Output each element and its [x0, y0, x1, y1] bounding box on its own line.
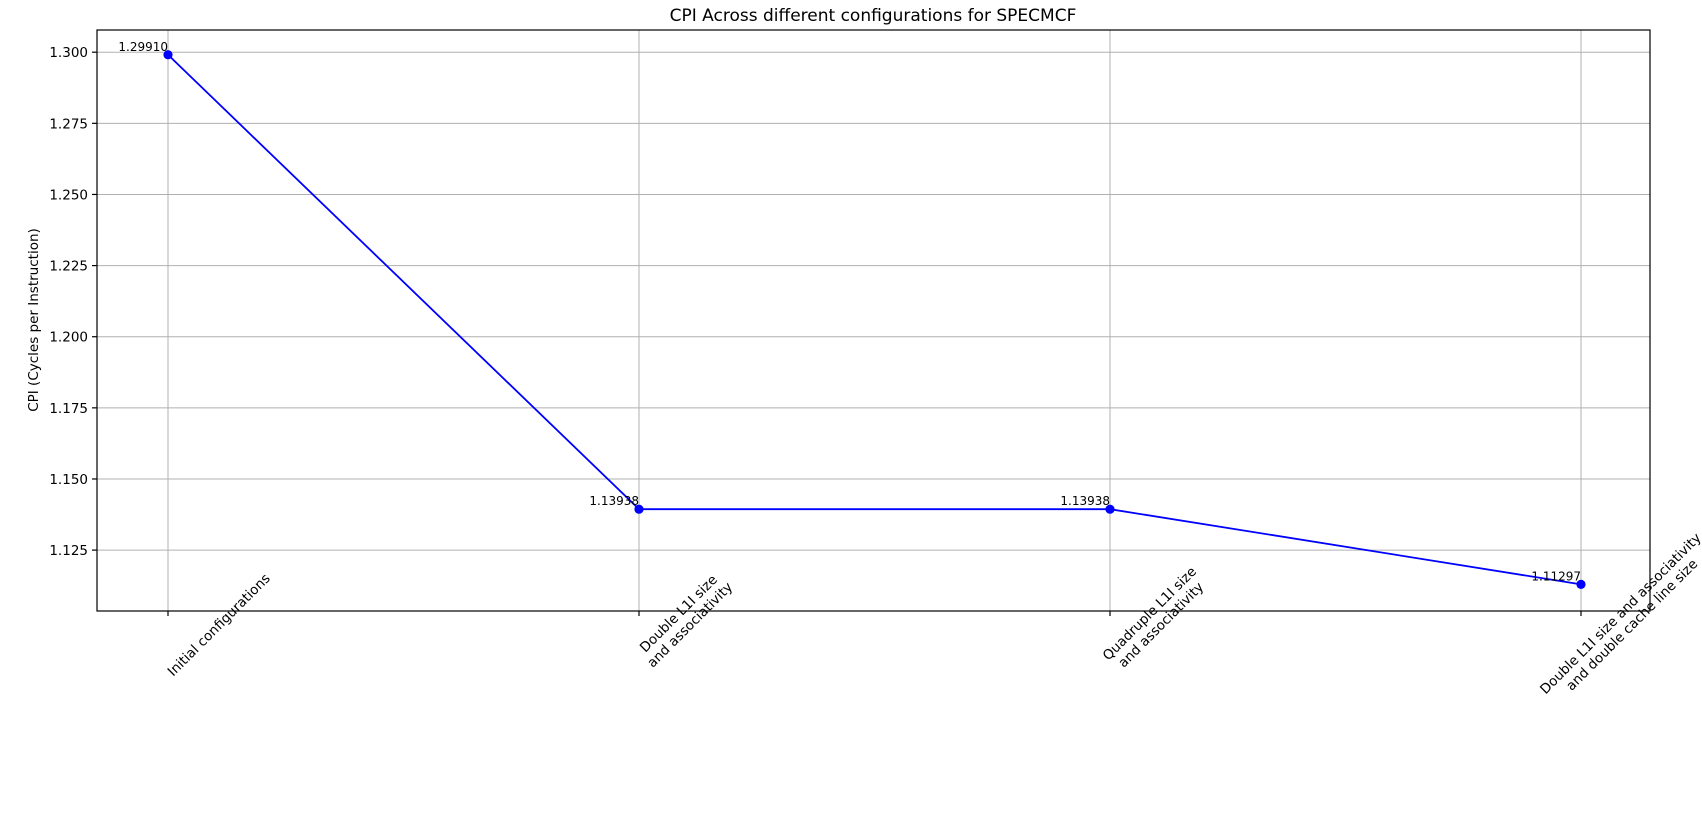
data-point	[1576, 579, 1586, 589]
y-tick-label: 1.150	[49, 472, 88, 488]
chart-title: CPI Across different configurations for …	[670, 6, 1077, 26]
x-tick-label: Double L1I sizeand associativity	[633, 568, 736, 671]
series-line	[167, 54, 1582, 586]
x-tick-label: Quadruple L1I sizeand associativity	[1100, 564, 1211, 675]
data-point	[163, 50, 173, 60]
y-axis-label: CPI (Cycles per Instruction)	[26, 228, 42, 412]
plot-frame	[96, 29, 1651, 612]
x-tick-label: Double L1I size and associativityand dou…	[1537, 530, 1702, 709]
data-label: 1.13938	[589, 494, 639, 508]
series-layer	[163, 50, 1586, 589]
y-tick-label: 1.125	[49, 543, 88, 559]
y-tick-label: 1.275	[49, 116, 88, 132]
x-ticks: Initial configurations Double L1I sizeand…	[165, 530, 1702, 709]
y-tick-label: 1.250	[49, 187, 88, 203]
y-ticks: 1.125 1.150 1.175 1.200 1.225 1.250 1.275 1.300	[49, 45, 97, 559]
data-label: 1.11297	[1531, 569, 1581, 583]
data-point	[634, 504, 644, 514]
data-label: 1.29910	[118, 40, 168, 54]
data-labels: 1.29910 1.13938 1.13938 1.11297	[118, 40, 1581, 584]
data-label: 1.13938	[1060, 494, 1110, 508]
gridlines	[97, 30, 1650, 611]
x-tick-label: Initial configurations	[165, 571, 274, 680]
y-tick-label: 1.175	[49, 401, 88, 417]
y-tick-label: 1.225	[49, 259, 88, 275]
y-tick-label: 1.200	[49, 330, 88, 346]
data-point	[1105, 504, 1115, 514]
y-tick-label: 1.300	[49, 45, 88, 61]
